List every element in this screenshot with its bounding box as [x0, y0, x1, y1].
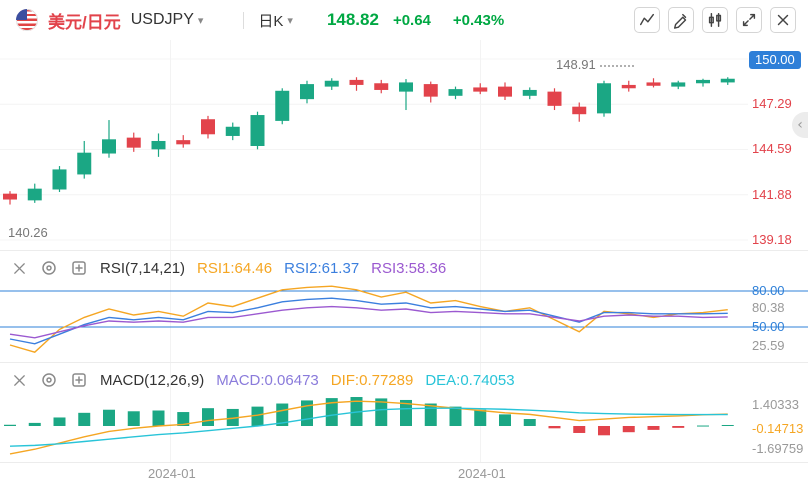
rsi-axis-label: 80.38	[752, 300, 785, 315]
macd-add-icon[interactable]	[70, 371, 88, 389]
chart-style-button[interactable]	[634, 7, 660, 33]
chevron-down-icon[interactable]: ▾	[287, 13, 293, 27]
expand-icon	[740, 11, 758, 29]
dif-value: DIF:0.77289	[330, 371, 414, 389]
macd-close-icon[interactable]	[10, 371, 28, 389]
macd-value: MACD:0.06473	[216, 371, 319, 389]
chevron-left-icon: ‹	[797, 117, 803, 133]
price-axis-label: 139.18	[752, 232, 792, 247]
period-selector[interactable]: 日K	[258, 12, 284, 30]
rsi-header: RSI(7,14,21) RSI1:64.46 RSI2:61.37 RSI3:…	[10, 257, 446, 279]
close-icon	[774, 11, 792, 29]
macd-axis-label: 1.40333	[752, 397, 799, 412]
draw-tool-button[interactable]	[668, 7, 694, 33]
macd-axis-label: -1.69759	[752, 441, 804, 456]
time-axis-label: 2024-01	[458, 466, 506, 481]
collapse-axis-handle[interactable]: ‹	[792, 112, 808, 138]
rsi2-value: RSI2:61.37	[284, 259, 360, 277]
current-price-badge: 150.00	[749, 51, 801, 69]
close-button[interactable]	[770, 7, 796, 33]
rsi-axis-label: 80.00	[752, 283, 785, 298]
price-change-percent: +0.43%	[452, 11, 505, 29]
toolbar: 美元/日元 USDJPY ▾ 日K ▾ 148.82 +0.64 +0.43%	[0, 0, 808, 40]
symbol-selector[interactable]: USDJPY	[130, 11, 194, 28]
price-change: +0.64	[392, 11, 431, 29]
rsi-axis-label: 50.00	[752, 319, 785, 334]
dotted-leader	[599, 65, 634, 67]
high-price-marker: 148.91	[556, 57, 634, 72]
macd-title[interactable]: MACD(12,26,9)	[100, 371, 205, 389]
toolbar-buttons	[634, 7, 796, 33]
rsi-settings-icon[interactable]	[40, 259, 58, 277]
dea-value: DEA:0.74053	[425, 371, 515, 389]
chevron-down-icon[interactable]: ▾	[197, 13, 204, 27]
symbol-name-cn: 美元/日元	[48, 12, 121, 32]
macd-header: MACD(12,26,9) MACD:0.06473 DIF:0.77289 D…	[10, 369, 515, 391]
rsi-add-icon[interactable]	[70, 259, 88, 277]
price-axis-label: 144.59	[752, 141, 792, 156]
macd-settings-icon[interactable]	[40, 371, 58, 389]
rsi-close-icon[interactable]	[10, 259, 28, 277]
us-flag-icon	[16, 9, 38, 31]
rsi-title[interactable]: RSI(7,14,21)	[100, 259, 186, 277]
rsi1-value: RSI1:64.46	[197, 259, 273, 277]
pencil-icon	[672, 11, 690, 29]
rsi-axis-label: 25.59	[752, 338, 785, 353]
line-chart-icon	[638, 11, 656, 29]
rsi3-value: RSI3:58.36	[371, 259, 447, 277]
time-axis-label: 2024-01	[148, 466, 196, 481]
toolbar-divider	[243, 11, 245, 29]
last-price: 148.82	[326, 10, 379, 29]
candles-icon	[706, 11, 724, 29]
macd-axis-label: -0.14713	[752, 421, 804, 436]
price-axis-label: 147.29	[752, 96, 792, 111]
low-price-marker: 140.26	[8, 225, 48, 240]
price-axis-label: 141.88	[752, 187, 792, 202]
indicator-button[interactable]	[702, 7, 728, 33]
fullscreen-button[interactable]	[736, 7, 762, 33]
